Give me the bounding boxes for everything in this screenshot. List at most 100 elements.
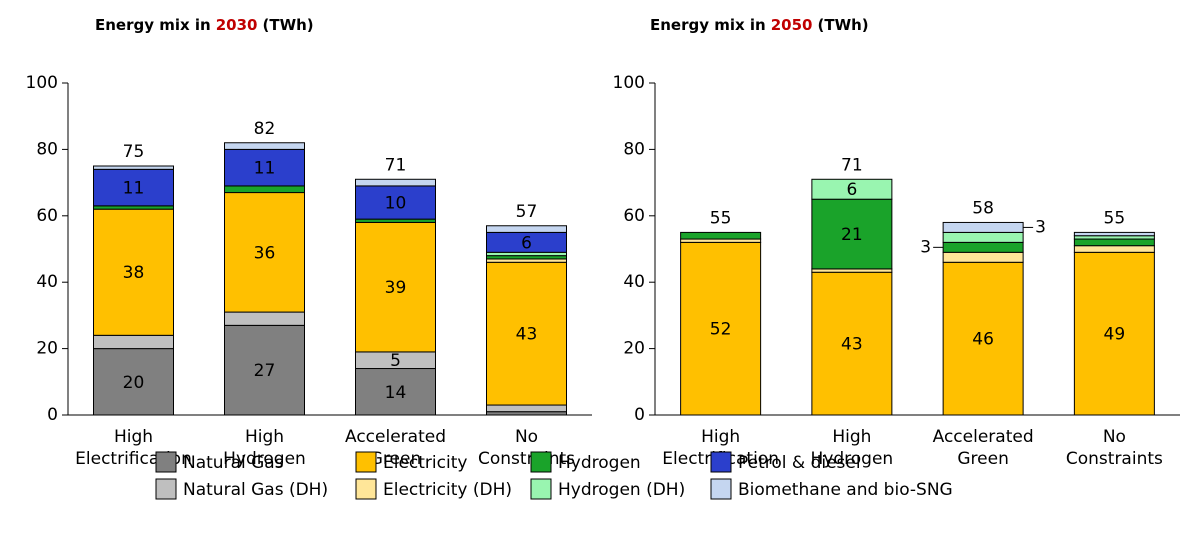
bar-segment [355,178,436,187]
bar-segment [1073,238,1155,247]
x-tick-label: Accelerated Green [345,427,446,469]
legend-label: Hydrogen [558,453,641,473]
y-tick-label: 0 [47,405,58,425]
data-label: 43 [516,325,538,345]
bar-segment [680,231,762,240]
title-part: Energy mix in [650,16,766,34]
bar-segment [811,178,893,200]
bar-segment [1073,251,1155,416]
data-label: 46 [972,330,994,350]
bar-segment [942,251,1024,263]
data-label: 52 [710,320,732,340]
legend-swatch [710,451,732,473]
bar-segment [680,241,762,416]
chart-title: Energy mix in 2050 (TWh) [650,16,869,34]
legend-swatch [710,478,732,500]
data-label: 10 [385,194,407,214]
bar-segment [355,221,436,353]
total-label: 71 [385,155,407,175]
bar-segment [93,334,174,350]
legend-label: Biomethane and bio-SNG [738,480,953,500]
bar-segment [93,208,174,336]
bar-segment [224,324,305,416]
total-label: 58 [972,198,994,218]
y-tick-label: 100 [26,73,58,93]
x-tick-label: High Hydrogen [223,427,306,469]
data-label: 27 [254,361,276,381]
legend-label: Electricity (DH) [383,480,512,500]
bar-segment [942,261,1024,416]
legend-label: Petrol & diesel [738,453,861,473]
data-label: 11 [254,159,276,179]
bar-segment [93,168,174,207]
x-tick-label: No Constraints [1066,427,1163,469]
total-label: 82 [254,119,276,139]
bar-segment [224,148,305,187]
data-label: 3 [1035,217,1046,237]
bar-segment [224,185,305,194]
title-part: (TWh) [817,16,868,34]
bar-segment [942,241,1024,253]
data-label: 11 [123,179,145,199]
data-label: 5 [390,351,401,371]
bar-segment [486,404,567,413]
legend-swatch [355,451,377,473]
title-part: (TWh) [262,16,313,34]
data-label: 36 [254,243,276,263]
data-label: 43 [841,335,863,355]
bar-segment [811,198,893,270]
legend-swatch [530,478,552,500]
data-label: 6 [521,233,532,253]
legend-swatch [155,478,177,500]
data-label: 6 [846,180,857,200]
bar-segment [93,348,174,416]
legend-label: Hydrogen (DH) [558,480,685,500]
total-label: 55 [710,208,732,228]
y-tick-label: 60 [36,206,58,226]
bar-segment [355,368,436,416]
data-label: 39 [385,278,407,298]
y-tick-label: 100 [613,73,645,93]
y-tick-label: 40 [36,272,58,292]
legend-swatch [530,451,552,473]
bar-segment [811,271,893,416]
bar-segment [486,225,567,233]
data-label: 38 [123,263,145,283]
y-tick-label: 40 [623,272,645,292]
y-tick-label: 0 [634,405,645,425]
bar-segment [942,221,1024,233]
y-tick-label: 20 [623,339,645,359]
legend-swatch [155,451,177,473]
title-part: 2050 [771,16,813,34]
legend-swatch [355,478,377,500]
y-tick-label: 60 [623,206,645,226]
total-label: 57 [516,202,538,222]
total-label: 55 [1104,208,1126,228]
chart-title: Energy mix in 2030 (TWh) [95,16,314,34]
legend-label: Electricity [383,453,467,473]
y-tick-label: 80 [36,139,58,159]
data-label: 14 [385,383,407,403]
bar-segment [1073,231,1155,237]
bar-segment [1073,245,1155,253]
bar-segment [486,261,567,406]
bar-segment [224,142,305,150]
y-tick-label: 20 [36,339,58,359]
bar-segment [93,165,174,170]
y-tick-label: 80 [623,139,645,159]
x-tick-label: High Hydrogen [811,427,894,469]
data-label: 20 [123,373,145,393]
title-part: Energy mix in [95,16,211,34]
legend-label: Natural Gas (DH) [183,480,328,500]
legend-label: Natural Gas [183,453,284,473]
bar-segment [224,311,305,326]
bar-segment [224,192,305,313]
bar-segment [942,231,1024,243]
total-label: 75 [123,142,145,162]
title-part: 2030 [216,16,258,34]
data-label: 49 [1104,325,1126,345]
bar-segment [355,185,436,220]
total-label: 71 [841,155,863,175]
data-label: 3 [920,237,931,257]
